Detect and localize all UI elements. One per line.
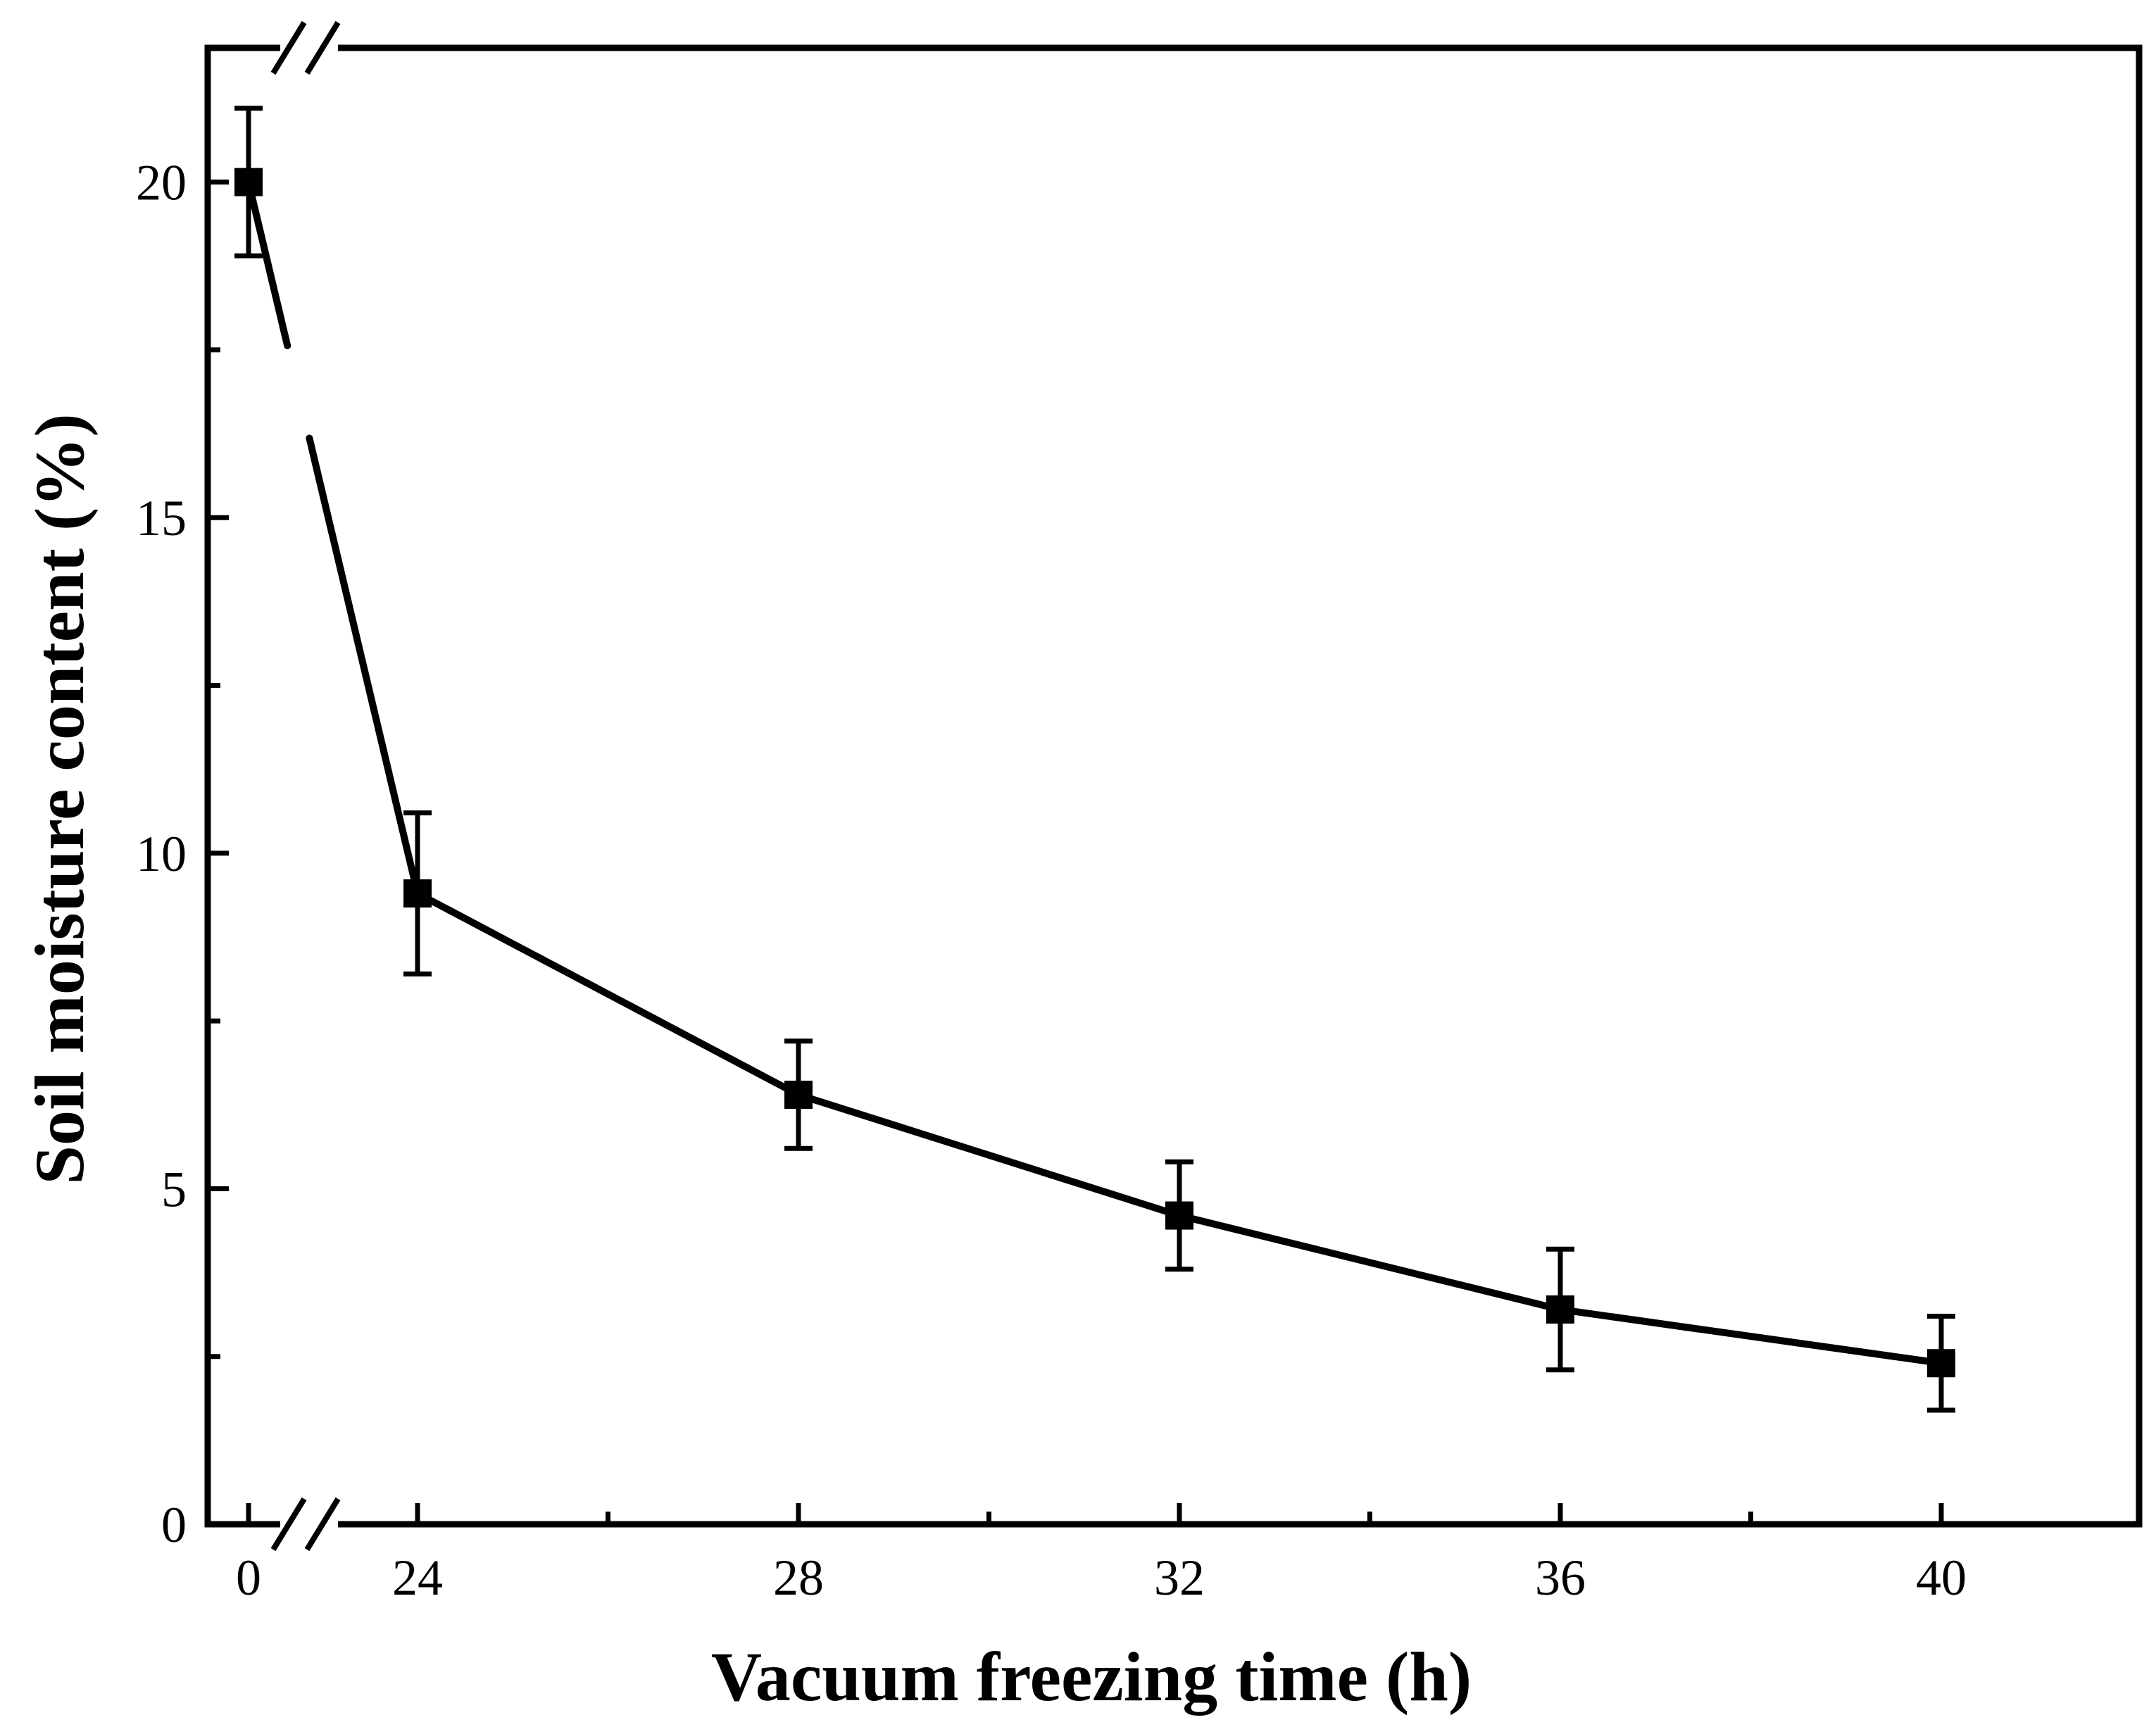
series-line-segment <box>795 1091 1183 1219</box>
data-point <box>234 168 263 196</box>
x-tick-label: 40 <box>1916 1550 1967 1606</box>
plot-frame <box>204 44 2143 1528</box>
data-point <box>1927 1349 1955 1378</box>
axis-break-slash <box>304 1497 341 1552</box>
axes: 0 24 28 32 36 40 0 5 10 15 20 <box>136 20 2143 1606</box>
series-line-segment <box>1176 1212 1564 1313</box>
data-point <box>1546 1295 1574 1324</box>
y-axis-title: Soil moisture content (%) <box>20 413 99 1184</box>
x-tick-label: 32 <box>1154 1550 1205 1606</box>
x-tick-label: 24 <box>392 1550 443 1606</box>
axis-break-slash <box>270 20 307 75</box>
y-tick-label: 15 <box>136 490 187 546</box>
axis-break-slash <box>304 20 341 75</box>
plot-area <box>234 106 1955 1413</box>
series-line-segment <box>306 434 421 898</box>
y-tick-label: 0 <box>161 1497 187 1553</box>
x-tick-label: 0 <box>236 1550 261 1606</box>
data-point <box>1165 1201 1193 1230</box>
axis-break-slash <box>270 1497 307 1552</box>
series-line-segment <box>1557 1305 1945 1367</box>
series-line-segment <box>414 890 802 1098</box>
x-axis-title: Vacuum freezing time (h) <box>711 1638 1472 1716</box>
x-tick-label: 36 <box>1535 1550 1586 1606</box>
y-tick-label: 10 <box>136 826 187 882</box>
y-tick-label: 20 <box>136 155 187 211</box>
y-tick-label: 5 <box>161 1161 187 1217</box>
x-tick-label: 28 <box>773 1550 824 1606</box>
axis-break-bottom <box>270 1497 341 1552</box>
data-point <box>403 879 432 908</box>
series-line-segment <box>245 178 292 350</box>
data-point <box>784 1080 813 1109</box>
axis-break-top <box>270 20 341 75</box>
